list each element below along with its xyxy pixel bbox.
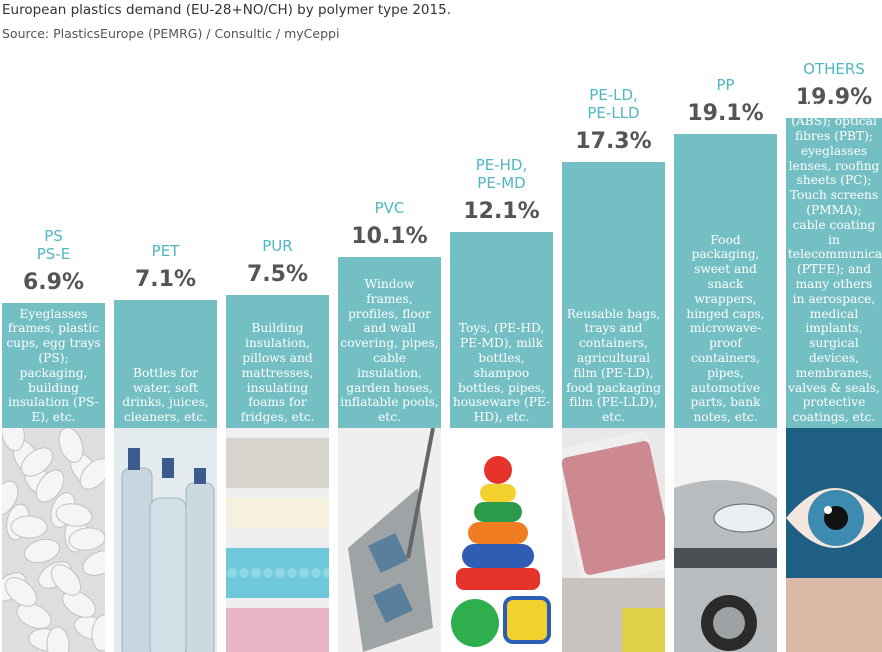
bar: Bottles for water, soft drinks, juices, … [114,300,217,428]
polymer-label-line: OTHERS [803,60,865,78]
car-front-photo [674,428,777,652]
plastic-bottles-photo [114,428,217,652]
meat-tray-film-photo [562,428,665,652]
value-label: 19.1% [687,101,764,126]
eye-closeup-photo [786,428,882,652]
bar: Toys, (PE-HD, PE-MD), milk bottles, sham… [450,232,553,428]
polymer-label-line: PE-LLD [587,104,640,122]
bar: Hub caps (ABS); optical fibres (PBT); ey… [786,99,882,428]
polymer-label-line: PS-E [36,245,71,263]
polymer-label-line: PP [716,76,735,94]
polymer-label-line: PE-LD, [589,86,638,104]
chart-title: European plastics demand (EU-28+NO/CH) b… [2,2,451,18]
polymer-label: OTHERS [786,60,882,78]
polymer-label-line: PS [44,227,63,245]
polymer-label-line: PUR [262,237,293,255]
bar-description: Hub caps (ABS); optical fibres (PBT); ey… [788,99,882,425]
polymer-label: PP [674,76,777,94]
polymer-label: PVC [338,199,441,217]
value-label: 12.1% [463,199,540,224]
polymer-label: PS PS-E [2,227,105,263]
packing-peanuts-photo [2,428,105,652]
polymer-label: PE-HD, PE-MD [450,156,553,192]
stacking-toy-photo [450,428,553,652]
bar-description: Toys, (PE-HD, PE-MD), milk bottles, sham… [452,321,551,425]
bar-description: Food packaging, sweet and snack wrappers… [686,232,765,425]
value-label: 6.9% [22,270,84,295]
value-label: 10.1% [351,224,428,249]
polymer-label-line: PET [151,242,180,260]
foam-mattress-photo [226,428,329,652]
window-profile-photo [338,428,441,652]
polymer-label-line: PE-HD, [475,156,528,174]
bar: Window frames, profiles, floor and wall … [338,257,441,428]
polymer-label: PUR [226,237,329,255]
value-label: 17.3% [575,129,652,154]
value-label: 7.5% [246,262,308,287]
bar: Eyeglasses frames, plastic cups, egg tra… [2,303,105,428]
bar-description: Eyeglasses frames, plastic cups, egg tra… [6,306,101,425]
chart-subtitle: Source: PlasticsEurope (PEMRG) / Consult… [2,26,340,41]
polymer-label-line: PE-MD [477,174,526,192]
polymer-label-line: PVC [374,199,405,217]
polymer-label: PE-LD, PE-LLD [562,86,665,122]
bar-description: Window frames, profiles, floor and wall … [340,277,439,425]
bar: Food packaging, sweet and snack wrappers… [674,134,777,428]
bar: Reusable bags, trays and containers, agr… [562,162,665,428]
value-label: 7.1% [134,267,196,292]
value-label: 19.9% [795,85,873,110]
bar-description: Building insulation, pillows and mattres… [240,321,315,425]
polymer-label: PET [114,242,217,260]
bar-description: Bottles for water, soft drinks, juices, … [122,365,209,425]
bar-description: Reusable bags, trays and containers, agr… [566,306,661,425]
bar: Building insulation, pillows and mattres… [226,295,329,428]
